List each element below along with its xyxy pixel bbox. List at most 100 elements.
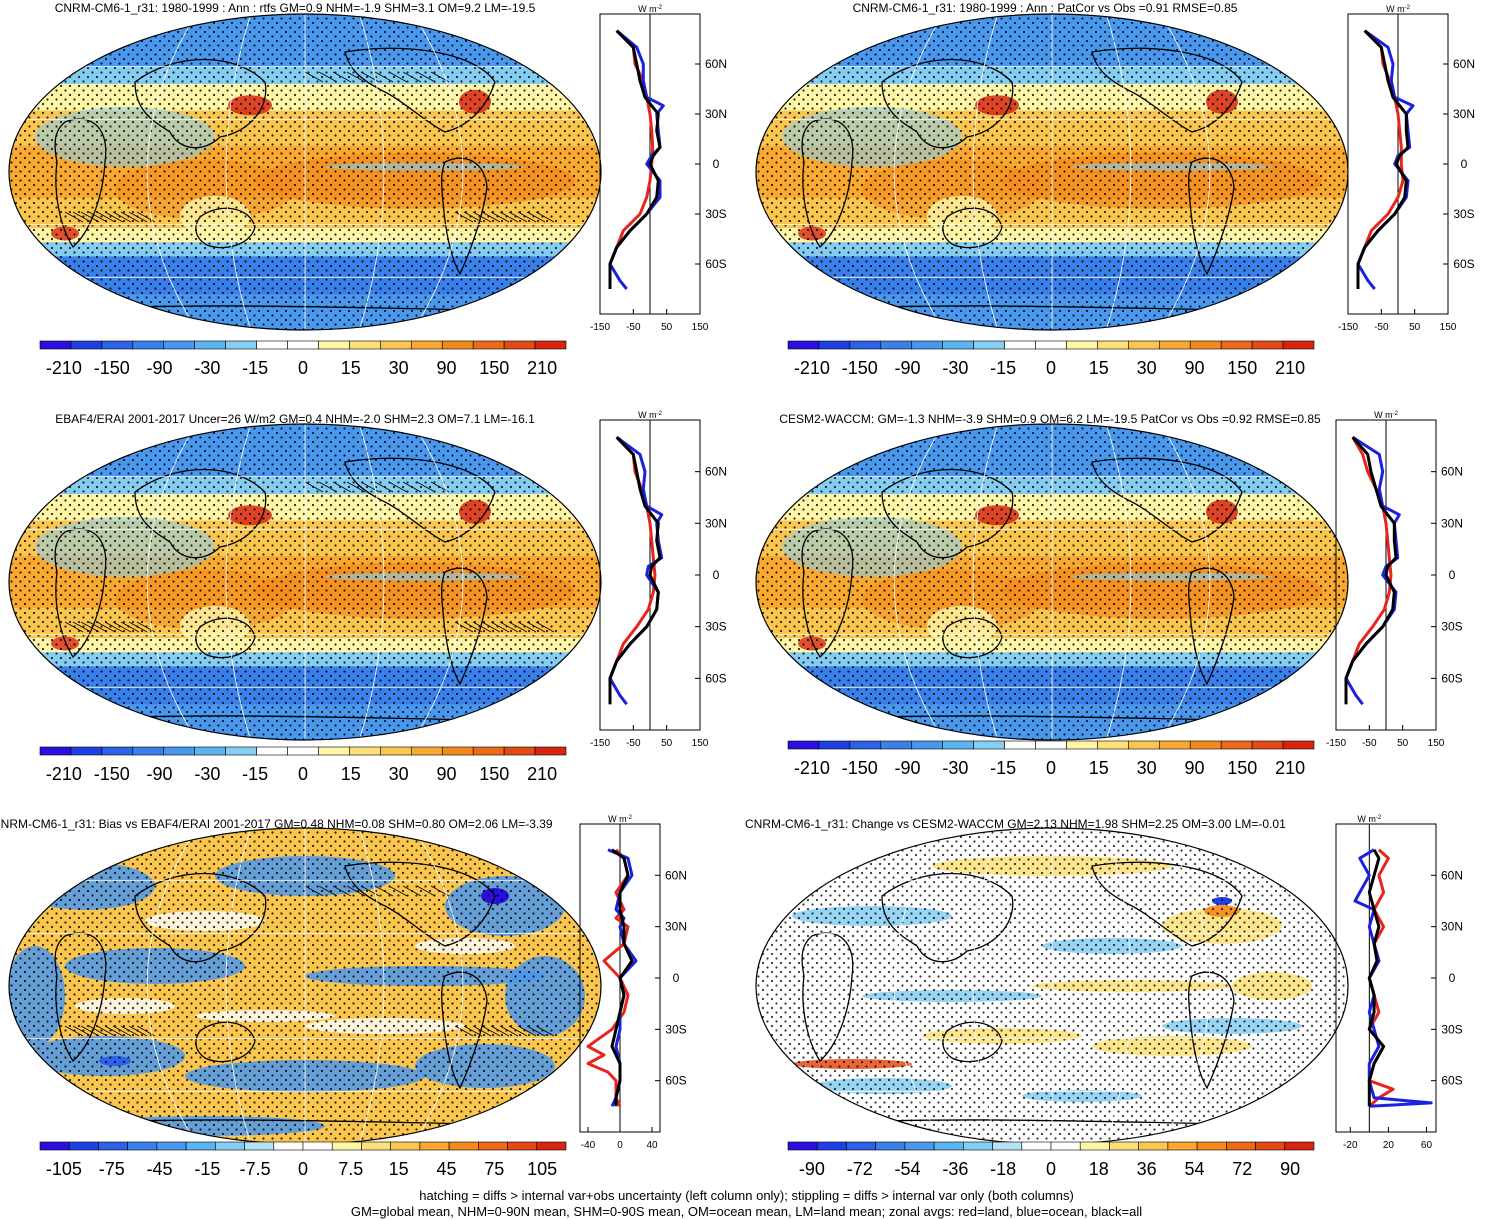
colorbar-swatch: [1189, 740, 1222, 750]
hatch-mark: [535, 1025, 555, 1037]
hatch-mark: [64, 621, 84, 633]
colorbar-swatch: [273, 1141, 304, 1151]
colorbar-label: -75: [99, 1159, 125, 1179]
hatch-mark: [402, 71, 422, 83]
colorbar-label: 210: [527, 358, 557, 378]
colorbar-swatch: [349, 340, 381, 350]
units-exponent: -2: [627, 815, 633, 821]
colorbar-label: 90: [436, 358, 456, 378]
colorbar-label: 30: [1137, 758, 1157, 778]
hatch-mark: [388, 71, 408, 83]
colorbar-label: 15: [1089, 758, 1109, 778]
colorbar-swatch: [503, 746, 536, 756]
world-map: [755, 423, 1349, 741]
y-tick-label: 60N: [1441, 868, 1463, 882]
colorbar-label: 18: [1089, 1159, 1109, 1179]
x-tick-label: 50: [1409, 322, 1421, 333]
colorbar-label: -30: [194, 764, 220, 784]
world-map: [8, 827, 602, 1145]
colorbar-swatch: [1066, 340, 1098, 350]
colorbar-swatch: [1196, 1141, 1227, 1151]
colorbar-label: -210: [46, 358, 82, 378]
colorbar-swatch: [818, 740, 851, 750]
y-tick-label: 30S: [1441, 620, 1462, 634]
colorbar-swatch: [503, 340, 536, 350]
x-tick-label: 0: [617, 1140, 623, 1151]
hatch-mark: [96, 211, 116, 223]
hatch-mark: [318, 885, 338, 897]
colorbar-swatch: [846, 1141, 876, 1151]
y-tick-label: 30N: [1441, 516, 1463, 530]
colorbar-swatch: [244, 1141, 275, 1151]
world-map: [8, 13, 602, 331]
hatch-mark: [374, 481, 394, 493]
hatch-mark: [332, 481, 352, 493]
hatch-mark: [463, 211, 483, 223]
zonal-profile: W m-2 60N 30N 0 30S 60S -20 20 60: [1335, 814, 1463, 1151]
colorbar-label: -18: [990, 1159, 1016, 1179]
x-tick-label: 60: [1421, 1140, 1433, 1151]
y-tick-label: 0: [1461, 157, 1468, 171]
colorbar-swatch: [380, 340, 412, 350]
colorbar-label: -30: [942, 758, 968, 778]
colorbar-swatch: [942, 740, 974, 750]
colorbar: -105 -75 -45 -15 -7.5 0 7.5 15 45 75 105: [39, 1141, 567, 1179]
graticule-lon: [225, 14, 252, 330]
colorbar-label: 15: [341, 764, 361, 784]
graticule: [756, 14, 1348, 330]
colorbar-swatch: [472, 746, 505, 756]
y-tick-label: 30S: [1441, 1022, 1462, 1036]
colorbar-label: 0: [1046, 1159, 1056, 1179]
series-line-all: [610, 848, 634, 1107]
y-tick-label: 30S: [1453, 207, 1474, 221]
colorbar-label: 15: [341, 358, 361, 378]
colorbar-swatch: [380, 746, 412, 756]
colorbar-swatch: [1138, 1141, 1169, 1151]
hatch-mark: [402, 481, 422, 493]
panel-title: CNRM-CM6-1_r31: Change vs CESM2-WACCM GM…: [745, 817, 1286, 831]
colorbar-swatch: [185, 1141, 216, 1151]
hatch-mark: [416, 885, 436, 897]
colorbar-swatch: [331, 1141, 362, 1151]
colorbar-swatch: [163, 746, 196, 756]
colorbar-swatch: [1282, 740, 1315, 750]
colorbar-swatch: [963, 1141, 993, 1151]
graticule-lon: [1105, 828, 1132, 1144]
colorbar-swatch: [1128, 740, 1160, 750]
colorbar: -210 -150 -90 -30 -15 0 15 30 90 150 210: [787, 740, 1315, 778]
colorbar-swatch: [787, 1141, 818, 1151]
map-field: [756, 14, 1348, 330]
colorbar-label: -15: [194, 1159, 220, 1179]
hatch-mark: [64, 1025, 84, 1037]
hatch-mark: [128, 621, 148, 633]
colorbar-swatch: [880, 740, 913, 750]
x-tick-label: 50: [661, 738, 673, 749]
colorbar-swatch: [1251, 340, 1284, 350]
y-tick-label: 30S: [665, 1022, 686, 1036]
colorbar-swatch: [225, 340, 257, 350]
map-field: [756, 828, 1348, 1144]
y-tick-label: 60S: [665, 1074, 686, 1088]
hatch-mark: [80, 211, 100, 223]
y-tick-label: 0: [713, 157, 720, 171]
zonal-profile: W m-2 60N 30N 0 30S 60S -150 -50 50 150: [590, 4, 727, 333]
colorbar-swatch: [1035, 740, 1067, 750]
colorbar-label: -30: [942, 358, 968, 378]
hatch-mark: [104, 211, 124, 223]
graticule-lon: [972, 828, 999, 1144]
x-tick-label: 50: [661, 322, 673, 333]
colorbar-swatch: [194, 340, 226, 350]
colorbar-label: 36: [1137, 1159, 1157, 1179]
colorbar-swatch: [1128, 340, 1160, 350]
colorbar-label: 0: [1046, 758, 1056, 778]
x-tick-label: -150: [1338, 322, 1358, 333]
hatch-mark: [72, 211, 92, 223]
colorbar-swatch: [973, 740, 1005, 750]
colorbar-label: -90: [799, 1159, 825, 1179]
hatch-mark: [416, 481, 436, 493]
colorbar-label: 210: [1275, 758, 1305, 778]
x-tick-label: -40: [581, 1140, 596, 1151]
colorbar-label: 90: [1184, 358, 1204, 378]
colorbar-label: 0: [1046, 358, 1056, 378]
units-exponent: -2: [657, 5, 663, 11]
